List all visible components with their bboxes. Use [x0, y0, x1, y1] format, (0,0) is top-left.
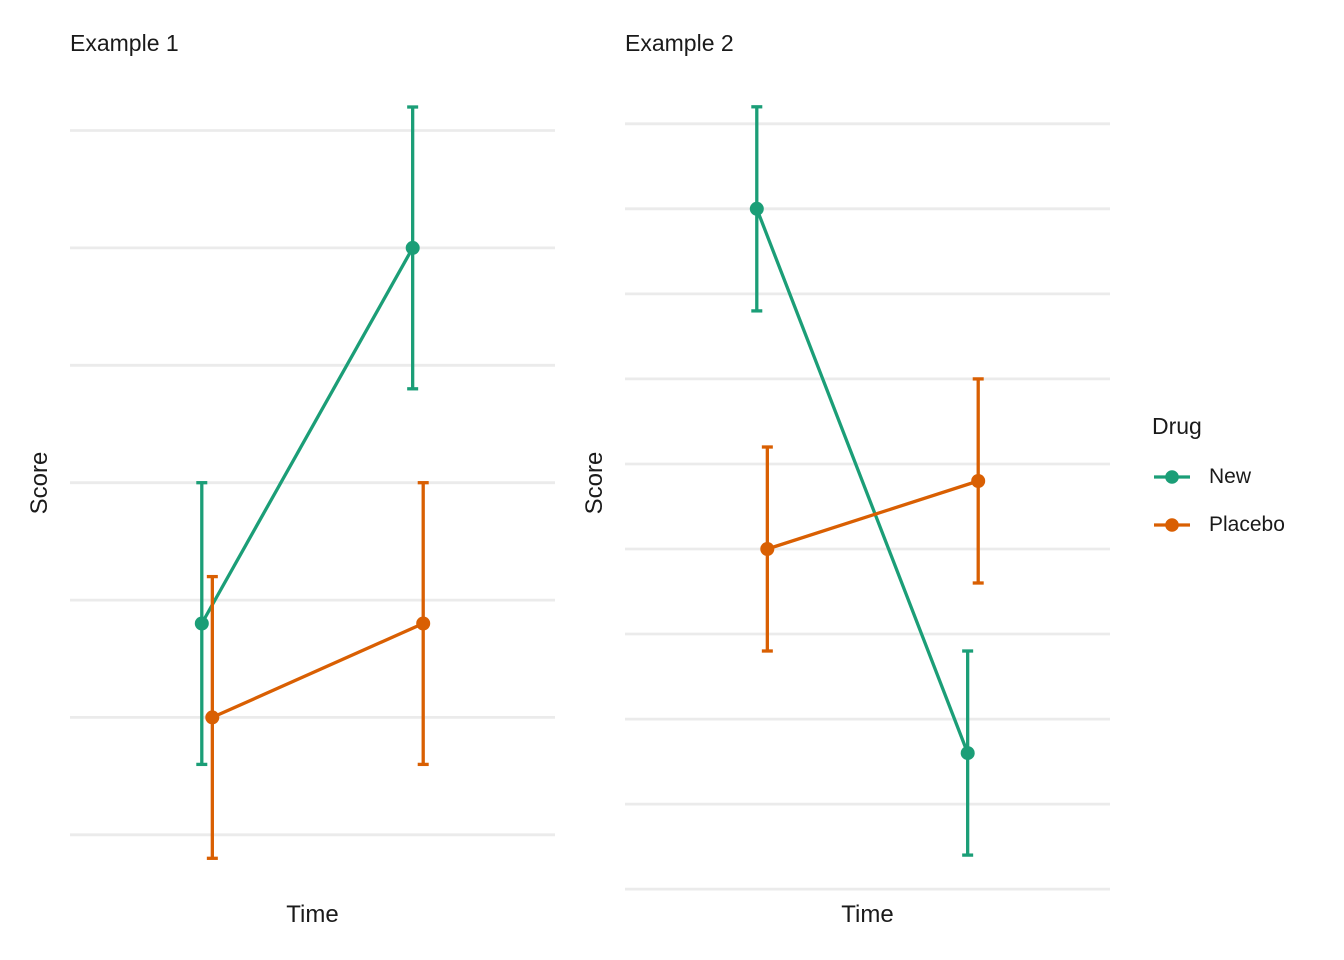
panel-title: Example 1 — [70, 30, 179, 56]
data-point — [960, 746, 975, 761]
line-point-key-icon — [1154, 518, 1190, 532]
line-point-key-icon — [1154, 470, 1190, 484]
legend-item: New — [1152, 462, 1342, 492]
legend: Drug New Placebo — [1152, 412, 1342, 558]
data-point — [749, 201, 764, 216]
series-line — [200, 247, 415, 625]
x-axis-label: Time — [841, 901, 894, 928]
y-axis-label: Score — [26, 451, 53, 515]
data-point — [405, 240, 420, 255]
panel-title: Example 2 — [625, 30, 734, 56]
data-point — [194, 616, 209, 631]
series-line — [755, 208, 970, 754]
legend-title: Drug — [1152, 413, 1202, 439]
legend-item-label: New — [1209, 465, 1252, 488]
data-point — [760, 542, 775, 556]
plot-area — [70, 105, 555, 860]
series-line — [211, 621, 424, 719]
x-axis-label: Time — [286, 901, 339, 928]
data-point — [205, 710, 220, 725]
plot-area — [625, 105, 1110, 891]
legend-item-label: Placebo — [1209, 513, 1285, 536]
legend-item: Placebo — [1152, 510, 1342, 540]
data-point — [971, 474, 986, 488]
series-line — [766, 479, 979, 551]
data-point — [416, 616, 431, 631]
y-axis-label: Score — [581, 451, 608, 515]
